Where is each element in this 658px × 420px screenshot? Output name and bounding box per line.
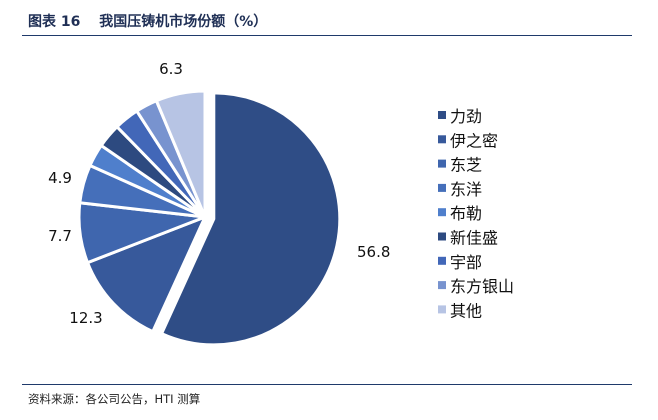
legend-swatch-5 [438,208,446,217]
pie-slice-9 [154,89,207,218]
pie-slice-1 [159,91,342,347]
legend-swatch-7 [438,256,446,265]
data-label-2: 12.3 [69,309,102,327]
figure-header: 图表 16 我国压铸机市场份额（%） [22,7,632,36]
legend-swatch-9 [438,305,446,314]
legend-swatch-8 [438,281,446,290]
data-label-4: 4.9 [48,169,72,187]
legend-label-3: 东芝 [450,156,482,175]
legend-label-6: 新佳盛 [450,229,498,248]
legend-label-1: 力劲 [450,107,482,126]
legend-swatch-4 [438,183,446,192]
legend-swatch-1 [438,111,446,119]
data-label-1: 56.8 [357,243,390,261]
legend-label-9: 其他 [450,301,482,320]
legend-swatch-2 [438,135,446,144]
data-label-9: 6.3 [159,60,183,78]
pie-slice-2 [85,214,208,334]
legend-label-2: 伊之密 [450,131,498,150]
legend-label-7: 宇部 [450,253,482,272]
data-label-3: 7.7 [48,227,72,245]
pie-chart-area: 56.8 12.3 7.7 4.9 6.3 力劲伊之密东芝东洋布勒新佳盛宇部东方银山其他 [22,40,632,380]
legend-swatch-6 [438,232,446,241]
figure-title: 图表 16 我国压铸机市场份额（%） [28,14,268,30]
legend-label-4: 东洋 [450,180,482,199]
legend-swatch-3 [438,159,446,168]
legend-label-8: 东方银山 [450,277,514,296]
legend-label-5: 布勒 [450,204,482,223]
source-note: 资料来源：各公司公告，HTI 测算 [28,392,201,406]
figure-footer: 资料来源：各公司公告，HTI 测算 [22,384,632,406]
